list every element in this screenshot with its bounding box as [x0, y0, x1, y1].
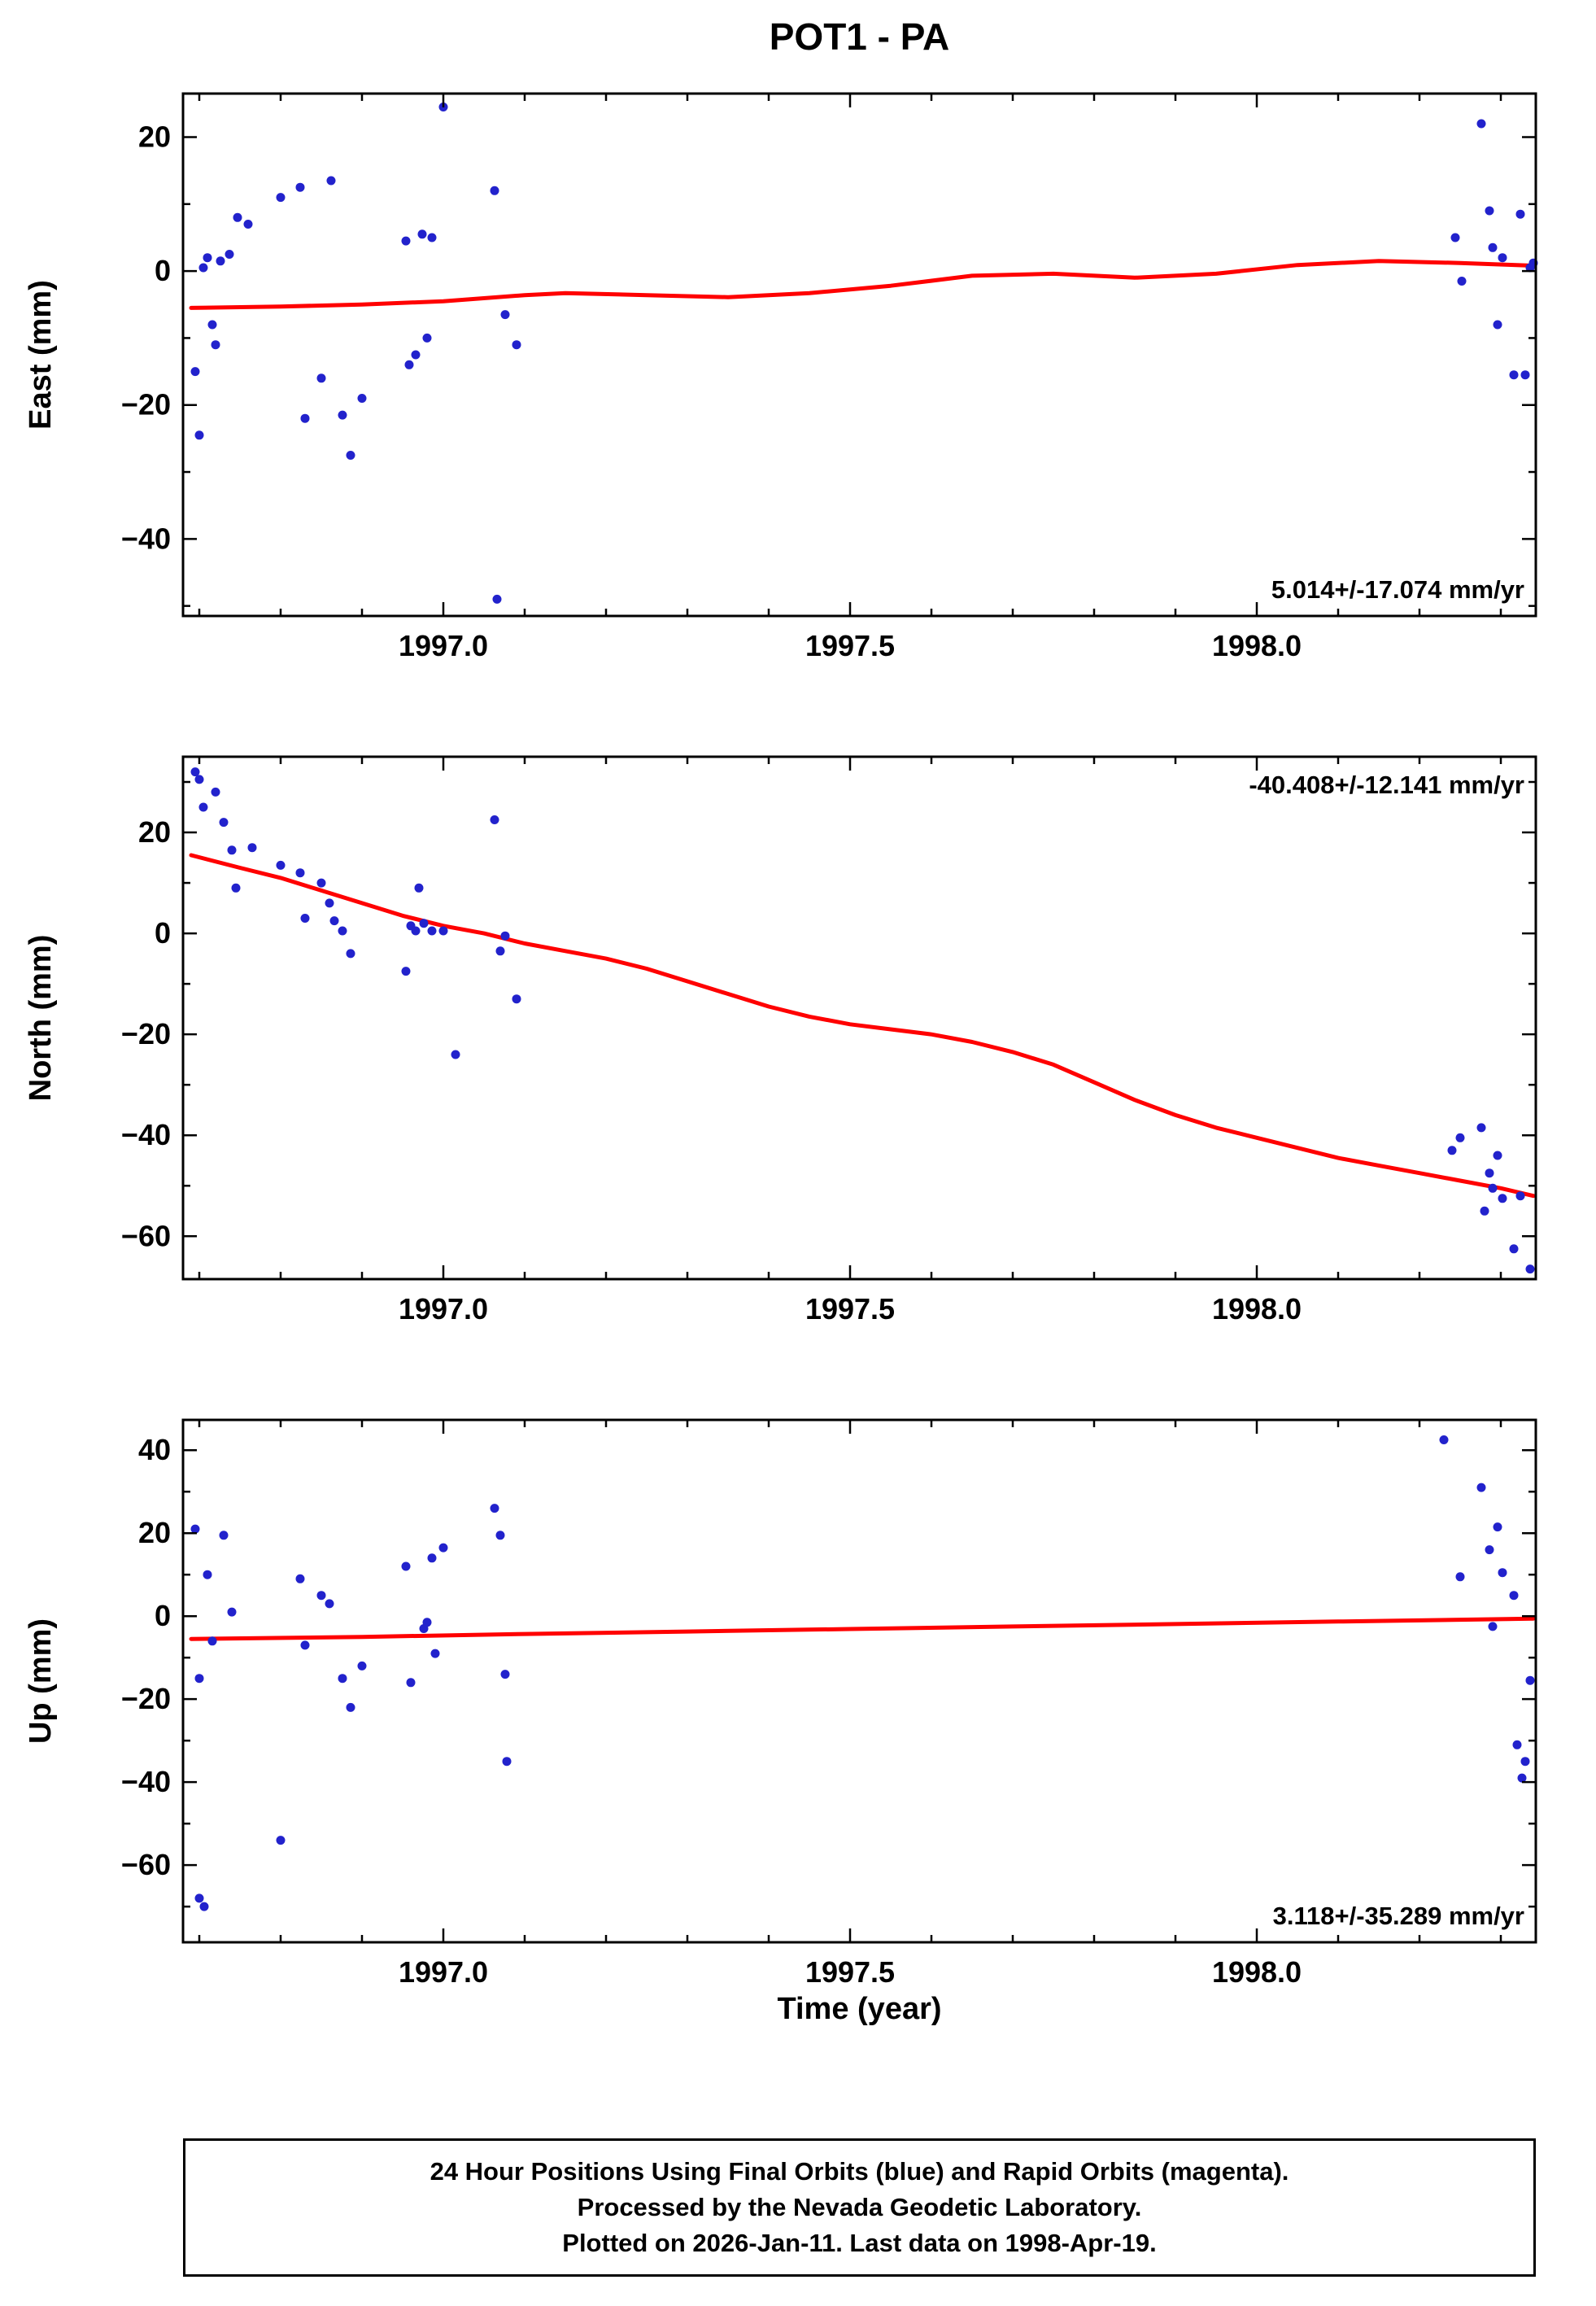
footer-line-1: 24 Hour Positions Using Final Orbits (bl… — [430, 2157, 1289, 2186]
up-ytick-label: 40 — [138, 1433, 171, 1466]
east-ticks — [183, 94, 1536, 616]
north-ytick-label: −20 — [121, 1017, 171, 1050]
east-frame — [181, 92, 1537, 618]
up-ytick-label: −20 — [121, 1682, 171, 1715]
footer-caption-box: 24 Hour Positions Using Final Orbits (bl… — [183, 2138, 1536, 2278]
north-ticks — [183, 757, 1536, 1279]
up-ytick-label: 20 — [138, 1516, 171, 1549]
x-axis-title: Time (year) — [777, 1992, 942, 2026]
east-rate-annotation: 5.014+/-17.074 mm/yr — [1271, 575, 1524, 604]
east-xtick-label: 1997.5 — [805, 629, 895, 662]
up-ytick-label: 0 — [155, 1599, 171, 1632]
up-ytick-label: −60 — [121, 1848, 171, 1881]
up-xtick-label: 1998.0 — [1212, 1955, 1302, 1989]
up-rate-annotation: 3.118+/-35.289 mm/yr — [1273, 1902, 1524, 1930]
east-trend-line — [189, 259, 1536, 310]
north-xtick-label: 1997.0 — [399, 1292, 488, 1326]
plot-title: POT1 - PA — [769, 15, 950, 58]
north-ytick-label: 0 — [155, 916, 171, 950]
east-xtick-label: 1998.0 — [1212, 629, 1302, 662]
north-ytick-label: 20 — [138, 815, 171, 849]
north-data-points — [190, 767, 1535, 1274]
north-xtick-label: 1997.5 — [805, 1292, 895, 1326]
north-panel: 1997.0 1997.5 1998.0 20 0 −20 −40 −60 North (mm)… — [24, 755, 1537, 1326]
north-frame — [181, 755, 1537, 1281]
north-ytick-label: −40 — [121, 1118, 171, 1151]
up-panel: 1997.0 1997.5 1998.0 40 20 0 −20 −40 −60 Up (mm) 3… — [24, 1418, 1537, 1989]
east-panel: 1997.0 1997.5 1998.0 20 0 −20 −40 East (mm) 5.01… — [24, 92, 1538, 662]
east-ytick-label: −20 — [121, 388, 171, 421]
up-data-points — [190, 1435, 1535, 1911]
north-xtick-label: 1998.0 — [1212, 1292, 1302, 1326]
footer-line-3: Plotted on 2026-Jan-11. Last data on 199… — [562, 2229, 1157, 2258]
north-rate-annotation: -40.408+/-12.141 mm/yr — [1249, 771, 1524, 799]
up-xtick-label: 1997.0 — [399, 1955, 488, 1989]
east-data-points — [190, 103, 1538, 604]
north-trend-line — [189, 853, 1536, 1199]
footer-line-2: Processed by the Nevada Geodetic Laborat… — [577, 2193, 1142, 2222]
east-xtick-label: 1997.0 — [399, 629, 488, 662]
up-axis-title: Up (mm) — [24, 1618, 58, 1744]
up-xtick-label: 1997.5 — [805, 1955, 895, 1989]
east-ytick-label: −40 — [121, 522, 171, 555]
up-trend-line — [189, 1616, 1536, 1641]
up-ticks — [183, 1420, 1536, 1942]
up-frame — [181, 1418, 1537, 1944]
north-ytick-label: −60 — [121, 1219, 171, 1252]
north-axis-title: North (mm) — [24, 935, 58, 1102]
east-ytick-label: 0 — [155, 254, 171, 287]
up-ytick-label: −40 — [121, 1765, 171, 1798]
east-ytick-label: 20 — [138, 120, 171, 154]
east-axis-title: East (mm) — [24, 280, 58, 430]
